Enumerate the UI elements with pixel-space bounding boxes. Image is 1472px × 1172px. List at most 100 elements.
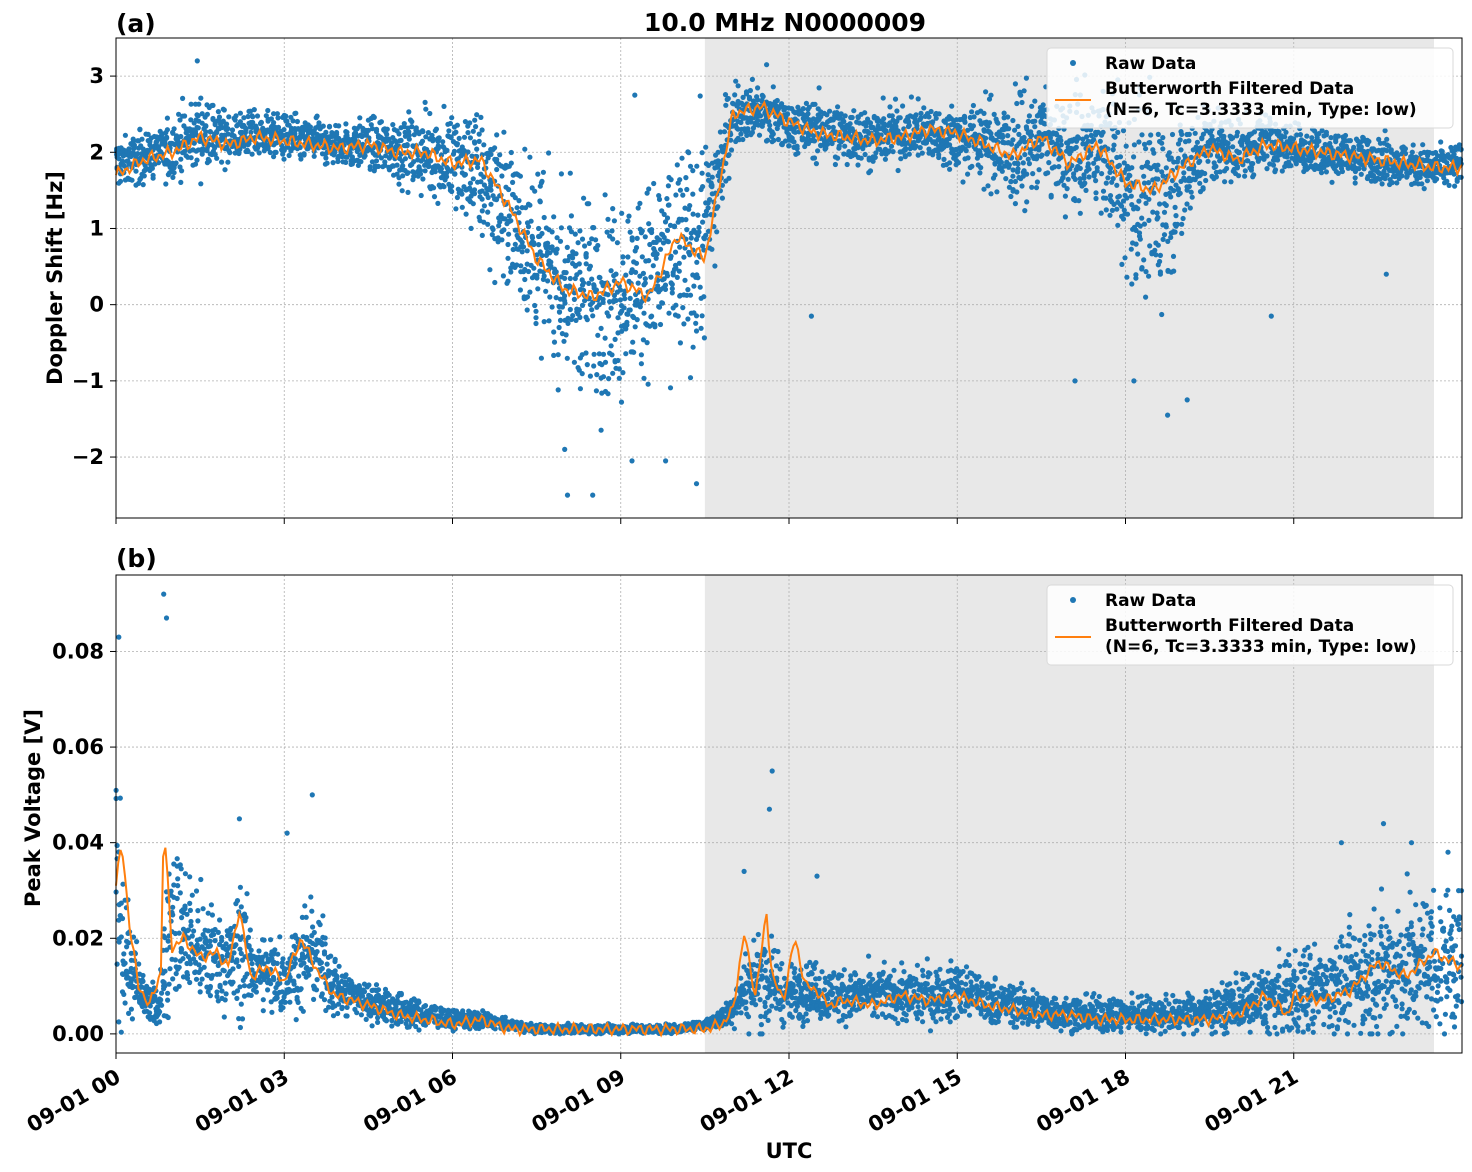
raw-data-point	[918, 110, 924, 116]
raw-data-point	[681, 254, 687, 260]
raw-data-point	[180, 95, 186, 101]
raw-data-point	[396, 181, 402, 187]
raw-data-point	[134, 939, 140, 945]
raw-data-point	[188, 155, 194, 161]
raw-data-point	[629, 458, 635, 464]
raw-data-point	[171, 126, 177, 132]
raw-data-point	[1114, 206, 1120, 212]
raw-data-point	[1115, 222, 1121, 228]
raw-data-point	[1032, 124, 1038, 130]
raw-data-point	[1148, 132, 1154, 138]
raw-data-point	[187, 900, 193, 907]
raw-data-point	[245, 113, 251, 120]
raw-data-point	[1177, 137, 1183, 143]
raw-data-point	[1180, 215, 1186, 222]
raw-data-point	[701, 335, 708, 341]
raw-data-point	[1015, 161, 1021, 167]
raw-data-point	[1034, 179, 1040, 185]
raw-data-point	[365, 127, 371, 133]
raw-data-point	[409, 124, 415, 130]
raw-data-point	[1010, 173, 1016, 179]
raw-data-point	[420, 176, 426, 182]
raw-data-point	[196, 101, 202, 107]
raw-data-point	[456, 135, 462, 141]
raw-data-point	[664, 273, 671, 279]
raw-data-point	[605, 216, 611, 222]
raw-data-point	[494, 156, 500, 163]
raw-data-point	[171, 170, 177, 176]
raw-data-point	[591, 351, 597, 357]
legend-filtered-params: (N=6, Tc=3.3333 min, Type: low)	[1105, 100, 1417, 120]
raw-data-point	[1168, 194, 1174, 200]
raw-data-point	[298, 156, 304, 162]
raw-data-point	[756, 132, 763, 138]
raw-data-point	[1019, 183, 1025, 189]
raw-data-point	[250, 119, 256, 126]
raw-data-point	[1093, 195, 1099, 202]
raw-data-point	[664, 215, 671, 221]
raw-data-point	[1131, 378, 1137, 384]
raw-data-point	[193, 976, 200, 982]
raw-data-point	[238, 1001, 244, 1007]
raw-data-point	[1160, 146, 1166, 152]
raw-data-point	[250, 114, 256, 120]
raw-data-point	[476, 131, 482, 137]
raw-data-point	[745, 126, 751, 132]
raw-data-point	[1015, 166, 1021, 172]
raw-data-point	[508, 218, 514, 224]
raw-data-point	[256, 948, 262, 954]
raw-data-point	[135, 151, 141, 157]
raw-data-point	[1008, 178, 1014, 185]
raw-data-point	[665, 239, 672, 245]
raw-data-point	[693, 328, 700, 334]
raw-data-point	[173, 160, 179, 166]
raw-data-point	[211, 931, 217, 938]
raw-data-point	[182, 906, 188, 912]
raw-data-point	[188, 918, 194, 925]
raw-data-point	[957, 124, 963, 130]
raw-data-point	[576, 307, 582, 313]
raw-data-point	[1026, 161, 1032, 167]
raw-data-point	[459, 191, 465, 197]
raw-data-point	[682, 277, 688, 283]
raw-data-point	[198, 876, 204, 883]
raw-data-point	[600, 351, 607, 357]
raw-data-point	[1100, 188, 1107, 194]
raw-data-point	[301, 151, 307, 157]
raw-data-point	[197, 989, 203, 995]
raw-data-point	[525, 224, 532, 230]
raw-data-point	[175, 876, 181, 882]
raw-data-point	[454, 194, 460, 201]
raw-data-point	[179, 168, 185, 174]
raw-data-point	[176, 111, 182, 117]
raw-data-point	[441, 103, 447, 109]
raw-data-point	[1131, 154, 1137, 160]
raw-data-point	[425, 163, 432, 170]
raw-data-point	[657, 321, 664, 328]
raw-data-point	[433, 126, 439, 132]
raw-data-point	[261, 937, 267, 943]
raw-data-point	[694, 163, 700, 169]
raw-data-point	[471, 187, 478, 193]
raw-data-point	[609, 228, 615, 234]
raw-data-point	[847, 121, 853, 127]
raw-data-point	[237, 884, 243, 890]
raw-data-point	[406, 136, 412, 142]
raw-data-point	[1030, 171, 1036, 177]
raw-data-point	[1006, 126, 1012, 132]
raw-data-point	[196, 962, 202, 968]
raw-data-point	[1072, 378, 1078, 384]
raw-data-point	[230, 979, 236, 985]
raw-data-point	[1062, 214, 1068, 220]
raw-data-point	[463, 211, 469, 217]
raw-data-point	[906, 151, 912, 157]
raw-data-point	[298, 986, 304, 992]
raw-data-point	[584, 362, 590, 368]
raw-data-point	[488, 187, 494, 193]
raw-data-point	[1268, 313, 1274, 319]
raw-data-point	[640, 270, 647, 276]
raw-data-point	[832, 161, 839, 168]
raw-data-point	[531, 265, 537, 271]
raw-data-point	[527, 154, 533, 160]
raw-data-point	[808, 313, 815, 319]
